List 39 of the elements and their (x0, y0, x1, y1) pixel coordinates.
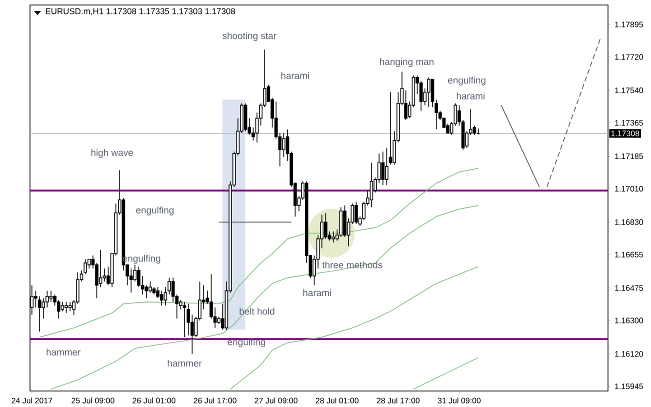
line-series (39, 168, 479, 338)
annotation: hanging man (380, 58, 434, 67)
candlestick (385, 147, 388, 186)
candlestick (182, 302, 186, 338)
chart-title: EURUSD.m,H1 1.17308 1.17335 1.17303 1.17308 (46, 8, 235, 16)
candlestick (148, 281, 152, 294)
annotation: harami (303, 289, 331, 296)
candlestick (324, 212, 328, 240)
candlestick (42, 298, 46, 320)
candlestick (64, 302, 68, 314)
candlestick (434, 99, 438, 130)
annotation: high wave (91, 149, 133, 158)
candlestick (419, 80, 423, 112)
candlestick (129, 268, 133, 294)
candlestick (354, 201, 358, 224)
candlestick (60, 302, 64, 312)
candlestick (68, 302, 72, 312)
annotation: engulfing (136, 206, 174, 216)
candlestick (56, 300, 60, 320)
annotation: hammer (168, 360, 202, 367)
candlestick (381, 151, 385, 186)
candlestick (472, 125, 476, 136)
annotation: harami (281, 72, 309, 79)
annotation: hammer (46, 348, 81, 356)
candlestick (282, 132, 286, 158)
candlestick (171, 277, 175, 302)
candlestick (98, 250, 102, 288)
candlestick (370, 162, 374, 208)
annotation: harami (456, 92, 484, 100)
annotation: shooting star (222, 32, 276, 41)
candlestick (87, 258, 91, 269)
candlestick (38, 296, 42, 332)
candlestick (49, 290, 53, 302)
candlestick (427, 76, 430, 108)
annotation: engulfing (228, 338, 266, 348)
annotation: engulfing (448, 76, 486, 86)
candlestick (332, 231, 335, 243)
candlestick (160, 290, 164, 306)
candlestick (133, 264, 137, 282)
